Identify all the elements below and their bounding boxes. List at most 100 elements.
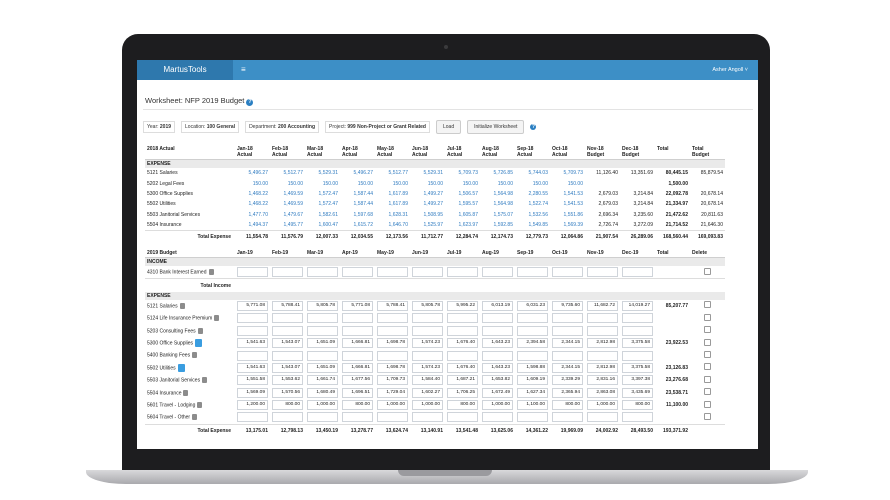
amount-input[interactable]: 2,394.58 bbox=[517, 338, 548, 349]
delete-checkbox[interactable] bbox=[704, 400, 711, 408]
calc-icon[interactable] bbox=[197, 401, 203, 408]
amount-input[interactable]: 2,812.98 bbox=[587, 362, 618, 373]
amount-input[interactable]: 2,339.29 bbox=[552, 375, 583, 386]
amount-input[interactable] bbox=[622, 313, 653, 324]
amount-input[interactable]: 2,812.98 bbox=[587, 338, 618, 349]
amount-input[interactable] bbox=[587, 267, 618, 278]
amount-input[interactable] bbox=[622, 325, 653, 336]
amount-input[interactable] bbox=[517, 325, 548, 336]
amount-input[interactable]: 1,000.00 bbox=[377, 400, 408, 411]
filter[interactable]: Department: 200 Accounting bbox=[245, 121, 320, 133]
delete-checkbox[interactable] bbox=[704, 351, 711, 359]
amount-input[interactable]: 3,375.58 bbox=[622, 338, 653, 349]
delete-checkbox[interactable] bbox=[704, 313, 711, 321]
calc-icon[interactable] bbox=[197, 327, 203, 334]
amount-input[interactable]: 1,687.21 bbox=[447, 375, 478, 386]
amount-input[interactable] bbox=[307, 325, 338, 336]
amount-input[interactable]: 1,541.63 bbox=[237, 338, 268, 349]
amount-input[interactable] bbox=[587, 313, 618, 324]
calc-icon[interactable] bbox=[195, 339, 203, 348]
amount-input[interactable]: 2,863.08 bbox=[587, 387, 618, 398]
amount-input[interactable] bbox=[517, 350, 548, 361]
delete-checkbox[interactable] bbox=[704, 388, 711, 396]
delete-checkbox[interactable] bbox=[704, 326, 711, 334]
amount-input[interactable]: 1,666.81 bbox=[342, 362, 373, 373]
calc-icon[interactable] bbox=[179, 302, 185, 309]
amount-input[interactable]: 800.00 bbox=[447, 400, 478, 411]
amount-input[interactable] bbox=[272, 313, 303, 324]
amount-input[interactable] bbox=[307, 313, 338, 324]
delete-checkbox[interactable] bbox=[704, 412, 711, 420]
delete-checkbox[interactable] bbox=[704, 267, 711, 275]
amount-input[interactable] bbox=[237, 267, 268, 278]
filter[interactable]: Project: 999 Non-Project or Grant Relate… bbox=[325, 121, 430, 133]
amount-input[interactable] bbox=[342, 325, 373, 336]
amount-input[interactable] bbox=[342, 350, 373, 361]
amount-input[interactable]: 800.00 bbox=[342, 400, 373, 411]
amount-input[interactable]: 5,788.41 bbox=[272, 300, 303, 311]
calc-icon[interactable] bbox=[192, 414, 198, 421]
amount-input[interactable] bbox=[482, 325, 513, 336]
amount-input[interactable]: 1,627.34 bbox=[517, 387, 548, 398]
amount-input[interactable] bbox=[552, 313, 583, 324]
amount-input[interactable]: 1,672.49 bbox=[482, 387, 513, 398]
amount-input[interactable] bbox=[552, 412, 583, 423]
amount-input[interactable] bbox=[587, 350, 618, 361]
amount-input[interactable]: 2,344.15 bbox=[552, 362, 583, 373]
amount-input[interactable]: 1,000.00 bbox=[587, 400, 618, 411]
amount-input[interactable] bbox=[587, 412, 618, 423]
amount-input[interactable] bbox=[447, 325, 478, 336]
amount-input[interactable] bbox=[377, 350, 408, 361]
amount-input[interactable] bbox=[412, 267, 443, 278]
amount-input[interactable] bbox=[622, 412, 653, 423]
calc-icon[interactable] bbox=[214, 315, 220, 322]
amount-input[interactable]: 1,676.40 bbox=[447, 338, 478, 349]
calc-icon[interactable] bbox=[208, 269, 214, 276]
amount-input[interactable] bbox=[377, 325, 408, 336]
amount-input[interactable] bbox=[237, 412, 268, 423]
amount-input[interactable]: 1,680.49 bbox=[307, 387, 338, 398]
amount-input[interactable] bbox=[342, 267, 373, 278]
amount-input[interactable]: 1,661.74 bbox=[307, 375, 338, 386]
amount-input[interactable]: 1,643.23 bbox=[482, 338, 513, 349]
amount-input[interactable] bbox=[272, 412, 303, 423]
amount-input[interactable]: 1,696.51 bbox=[342, 387, 373, 398]
amount-input[interactable]: 2,344.15 bbox=[552, 338, 583, 349]
amount-input[interactable] bbox=[482, 313, 513, 324]
amount-input[interactable] bbox=[342, 313, 373, 324]
delete-checkbox[interactable] bbox=[704, 301, 711, 309]
amount-input[interactable]: 1,100.00 bbox=[517, 400, 548, 411]
amount-input[interactable]: 5,771.08 bbox=[237, 300, 268, 311]
amount-input[interactable] bbox=[447, 412, 478, 423]
amount-input[interactable]: 3,397.38 bbox=[622, 375, 653, 386]
amount-input[interactable] bbox=[307, 412, 338, 423]
amount-input[interactable] bbox=[307, 267, 338, 278]
amount-input[interactable] bbox=[412, 350, 443, 361]
amount-input[interactable]: 1,698.78 bbox=[377, 362, 408, 373]
filter[interactable]: Year: 2019 bbox=[143, 121, 176, 133]
amount-input[interactable]: 1,709.73 bbox=[377, 375, 408, 386]
amount-input[interactable] bbox=[622, 267, 653, 278]
amount-input[interactable] bbox=[237, 350, 268, 361]
filter[interactable]: Location: 100 General bbox=[181, 121, 240, 133]
amount-input[interactable] bbox=[377, 267, 408, 278]
amount-input[interactable]: 1,729.04 bbox=[377, 387, 408, 398]
amount-input[interactable] bbox=[272, 350, 303, 361]
amount-input[interactable]: 6,013.19 bbox=[482, 300, 513, 311]
calc-icon[interactable] bbox=[183, 389, 189, 396]
amount-input[interactable]: 5,771.08 bbox=[342, 300, 373, 311]
amount-input[interactable] bbox=[377, 313, 408, 324]
amount-input[interactable]: 1,000.00 bbox=[412, 400, 443, 411]
amount-input[interactable] bbox=[622, 350, 653, 361]
amount-input[interactable]: 1,677.56 bbox=[342, 375, 373, 386]
amount-input[interactable]: 5,788.41 bbox=[377, 300, 408, 311]
menu-toggle[interactable]: ≡ bbox=[241, 65, 246, 74]
button[interactable]: Load bbox=[436, 120, 462, 134]
amount-input[interactable] bbox=[587, 325, 618, 336]
amount-input[interactable]: 1,541.63 bbox=[237, 362, 268, 373]
amount-input[interactable]: 800.00 bbox=[622, 400, 653, 411]
amount-input[interactable]: 2,831.16 bbox=[587, 375, 618, 386]
amount-input[interactable]: 2,365.94 bbox=[552, 387, 583, 398]
amount-input[interactable]: 6,031.23 bbox=[517, 300, 548, 311]
amount-input[interactable] bbox=[482, 412, 513, 423]
